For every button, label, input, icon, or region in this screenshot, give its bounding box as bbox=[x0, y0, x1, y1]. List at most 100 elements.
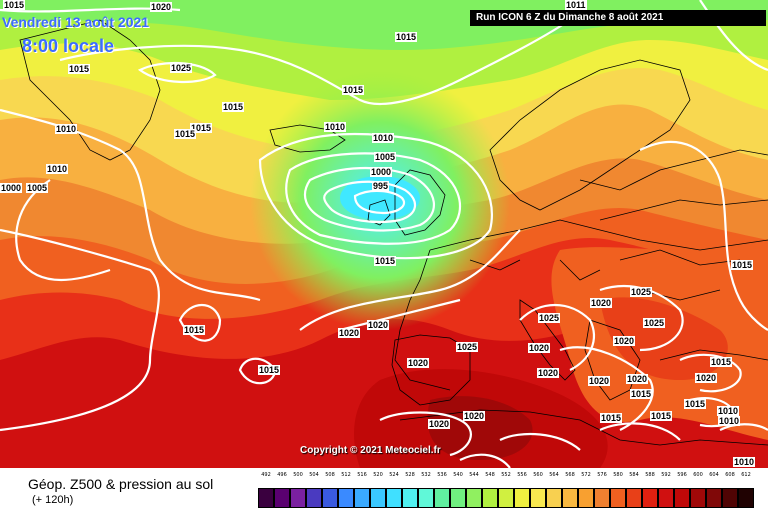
scale-swatch bbox=[626, 488, 642, 508]
isobar-label: 1020 bbox=[428, 419, 451, 429]
isobar-label: 1005 bbox=[374, 152, 397, 162]
forecast-lead-time: (+ 120h) bbox=[32, 494, 74, 506]
isobar-label: 1015 bbox=[342, 85, 365, 95]
scale-swatch bbox=[370, 488, 386, 508]
scale-tick-label: 592 bbox=[661, 472, 671, 478]
scale-swatch bbox=[578, 488, 594, 508]
scale-swatch bbox=[642, 488, 658, 508]
scale-swatch bbox=[674, 488, 690, 508]
isobar-label: 1015 bbox=[600, 413, 623, 423]
isobar-label: 1015 bbox=[650, 411, 673, 421]
isobar-label: 1010 bbox=[372, 133, 395, 143]
scale-tick-label: 572 bbox=[581, 472, 591, 478]
forecast-time: 8:00 locale bbox=[22, 36, 115, 56]
scale-tick-label: 608 bbox=[725, 472, 735, 478]
isobar-label: 1015 bbox=[174, 129, 197, 139]
scale-tick-label: 600 bbox=[693, 472, 703, 478]
map-graphic bbox=[0, 0, 768, 468]
scale-swatch bbox=[546, 488, 562, 508]
isobar-label: 1015 bbox=[68, 64, 91, 74]
isobar-label: 1025 bbox=[456, 342, 479, 352]
scale-swatch bbox=[258, 488, 274, 508]
isobar-label: 1015 bbox=[190, 123, 213, 133]
scale-tick-label: 604 bbox=[709, 472, 719, 478]
scale-swatch bbox=[514, 488, 530, 508]
isobar-label: 1020 bbox=[150, 2, 173, 12]
isobar-label: 1010 bbox=[718, 416, 741, 426]
scale-swatch bbox=[354, 488, 370, 508]
scale-swatch bbox=[722, 488, 738, 508]
scale-tick-label: 560 bbox=[533, 472, 543, 478]
scale-tick-label: 564 bbox=[549, 472, 559, 478]
scale-tick-label: 552 bbox=[501, 472, 511, 478]
color-scale: 492 496 500 504 508 512 516 520 524 528 532 536 540 5… bbox=[258, 472, 754, 508]
scale-swatch bbox=[418, 488, 434, 508]
scale-tick-label: 500 bbox=[293, 472, 303, 478]
scale-tick-label: 528 bbox=[405, 472, 415, 478]
isobar-label: 1025 bbox=[170, 63, 193, 73]
isobar-label: 1010 bbox=[46, 164, 69, 174]
copyright-label: Copyright © 2021 Meteociel.fr bbox=[300, 445, 441, 456]
isobar-label: 1015 bbox=[3, 0, 26, 10]
isobar-label: 1015 bbox=[630, 389, 653, 399]
scale-swatch bbox=[306, 488, 322, 508]
scale-swatch bbox=[402, 488, 418, 508]
scale-tick-label: 524 bbox=[389, 472, 399, 478]
scale-tick-label: 548 bbox=[485, 472, 495, 478]
scale-tick-label: 568 bbox=[565, 472, 575, 478]
scale-swatch bbox=[450, 488, 466, 508]
scale-tick-label: 556 bbox=[517, 472, 527, 478]
scale-tick-label: 508 bbox=[325, 472, 335, 478]
isobar-label: 1020 bbox=[626, 374, 649, 384]
isobar-label: 1020 bbox=[407, 358, 430, 368]
scale-swatch bbox=[290, 488, 306, 508]
scale-tick-label: 612 bbox=[741, 472, 751, 478]
scale-tick-label: 516 bbox=[357, 472, 367, 478]
scale-swatch bbox=[738, 488, 754, 508]
isobar-label: 1020 bbox=[537, 368, 560, 378]
isobar-label: 1020 bbox=[463, 411, 486, 421]
isobar-label: 995 bbox=[372, 181, 390, 191]
isobar-label: 1015 bbox=[731, 260, 754, 270]
isobar-label: 1015 bbox=[258, 365, 281, 375]
isobar-label: 1010 bbox=[324, 122, 347, 132]
isobar-label: 1020 bbox=[338, 328, 361, 338]
scale-swatch bbox=[610, 488, 626, 508]
model-run-label: Run ICON 6 Z du Dimanche 8 août 2021 bbox=[470, 10, 766, 26]
scale-tick-label: 504 bbox=[309, 472, 319, 478]
scale-tick-label: 596 bbox=[677, 472, 687, 478]
scale-tick-label: 544 bbox=[469, 472, 479, 478]
scale-tick-label: 580 bbox=[613, 472, 623, 478]
scale-swatch bbox=[466, 488, 482, 508]
isobar-label: 1015 bbox=[374, 256, 397, 266]
scale-tick-label: 540 bbox=[453, 472, 463, 478]
scale-swatch bbox=[658, 488, 674, 508]
scale-tick-label: 512 bbox=[341, 472, 351, 478]
isobar-label: 1000 bbox=[370, 167, 393, 177]
isobar-label: 1015 bbox=[183, 325, 206, 335]
scale-tick-label: 576 bbox=[597, 472, 607, 478]
isobar-label: 1010 bbox=[55, 124, 78, 134]
legend-bar: Géop. Z500 & pression au sol (+ 120h) 49… bbox=[0, 468, 768, 512]
isobar-label: 1020 bbox=[588, 376, 611, 386]
isobar-label: 1020 bbox=[695, 373, 718, 383]
isobar-label: 1025 bbox=[643, 318, 666, 328]
isobar-label: 1011 bbox=[565, 0, 587, 10]
scale-tick-label: 496 bbox=[277, 472, 287, 478]
scale-swatch bbox=[498, 488, 514, 508]
scale-tick-label: 492 bbox=[261, 472, 271, 478]
weather-map: Vendredi 13 août 2021 8:00 locale Run IC… bbox=[0, 0, 768, 468]
isobar-label: 1015 bbox=[395, 32, 418, 42]
scale-tick-label: 584 bbox=[629, 472, 639, 478]
scale-tick-label: 536 bbox=[437, 472, 447, 478]
isobar-label: 1010 bbox=[733, 457, 756, 467]
scale-swatch bbox=[706, 488, 722, 508]
isobar-label: 1025 bbox=[630, 287, 653, 297]
scale-tick-label: 588 bbox=[645, 472, 655, 478]
isobar-label: 1020 bbox=[590, 298, 613, 308]
scale-swatch bbox=[322, 488, 338, 508]
map-title: Géop. Z500 & pression au sol bbox=[28, 476, 214, 492]
isobar-label: 1015 bbox=[222, 102, 245, 112]
isobar-label: 1015 bbox=[710, 357, 733, 367]
scale-swatch bbox=[434, 488, 450, 508]
